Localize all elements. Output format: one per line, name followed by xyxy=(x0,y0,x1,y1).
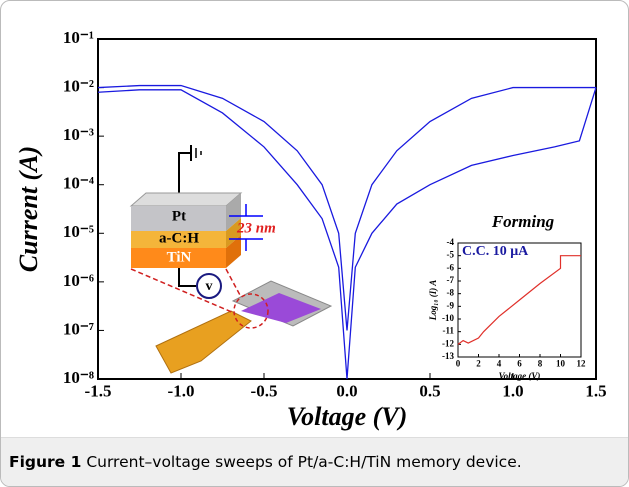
y-tick-label: 10⁻⁶ xyxy=(63,271,94,290)
y-tick-label: -4 xyxy=(447,237,455,247)
y-tick-label: 10⁻⁴ xyxy=(63,174,94,193)
y-tick-label: -7 xyxy=(447,275,455,285)
x-tick-label: 1.0 xyxy=(502,382,523,401)
y-tick-label: -9 xyxy=(447,300,455,310)
x-tick-label: 0.5 xyxy=(419,382,440,401)
thickness-label: 23 nm xyxy=(236,220,276,236)
caption-text: Current–voltage sweeps of Pt/a-C:H/TiN m… xyxy=(86,453,521,471)
y-tick-label: -8 xyxy=(447,288,455,298)
meter-label: v xyxy=(206,279,213,294)
data-line xyxy=(458,256,581,345)
y-tick-label: 10⁻⁸ xyxy=(63,368,94,387)
x-tick-label: 1.5 xyxy=(585,382,606,401)
x-axis-label: Voltage (V) xyxy=(287,402,408,431)
inset-title: Forming xyxy=(491,212,555,231)
x-tick-label: -0.5 xyxy=(251,382,278,401)
x-tick-label: 12 xyxy=(577,358,587,368)
y-tick-label: -6 xyxy=(447,262,455,272)
layer-label: a-C:H xyxy=(159,230,199,246)
x-axis-label: Voltage (V) xyxy=(499,371,541,381)
layer-label: Pt xyxy=(172,208,186,224)
x-tick-label: 2 xyxy=(476,358,481,368)
caption-label: Figure 1 xyxy=(9,453,81,471)
y-tick-label: 10⁻⁵ xyxy=(63,222,94,241)
y-tick-label: -10 xyxy=(442,313,454,323)
x-tick-label: 10 xyxy=(556,358,566,368)
y-axis-label: Log₁₀ (I) A xyxy=(428,280,438,321)
caption: Figure 1 Current–voltage sweeps of Pt/a-… xyxy=(1,437,628,486)
y-tick-label: 10⁻² xyxy=(63,76,94,95)
annotation: C.C. 10 μA xyxy=(462,244,529,259)
x-tick-label: 0.0 xyxy=(336,382,357,401)
figure: Pt a-C:H TiN 23 nm v -1.5-1.0-0.50.00.51… xyxy=(0,0,629,487)
x-tick-label: 0 xyxy=(456,358,461,368)
y-axis-label: Current (A) xyxy=(14,146,43,272)
layer-label: TiN xyxy=(167,249,192,265)
x-tick-label: 4 xyxy=(497,358,502,368)
y-tick-label: -12 xyxy=(442,338,454,348)
y-tick-label: 10⁻⁷ xyxy=(63,319,94,338)
y-tick-label: -13 xyxy=(442,351,454,361)
device-schematic xyxy=(131,145,331,373)
x-tick-label: 6 xyxy=(517,358,522,368)
x-tick-label: -1.0 xyxy=(168,382,195,401)
y-tick-label: 10⁻³ xyxy=(63,125,94,144)
y-tick-label: -11 xyxy=(442,326,454,336)
y-tick-label: 10⁻¹ xyxy=(63,28,94,47)
y-tick-label: -5 xyxy=(447,250,455,260)
x-tick-label: 8 xyxy=(538,358,543,368)
